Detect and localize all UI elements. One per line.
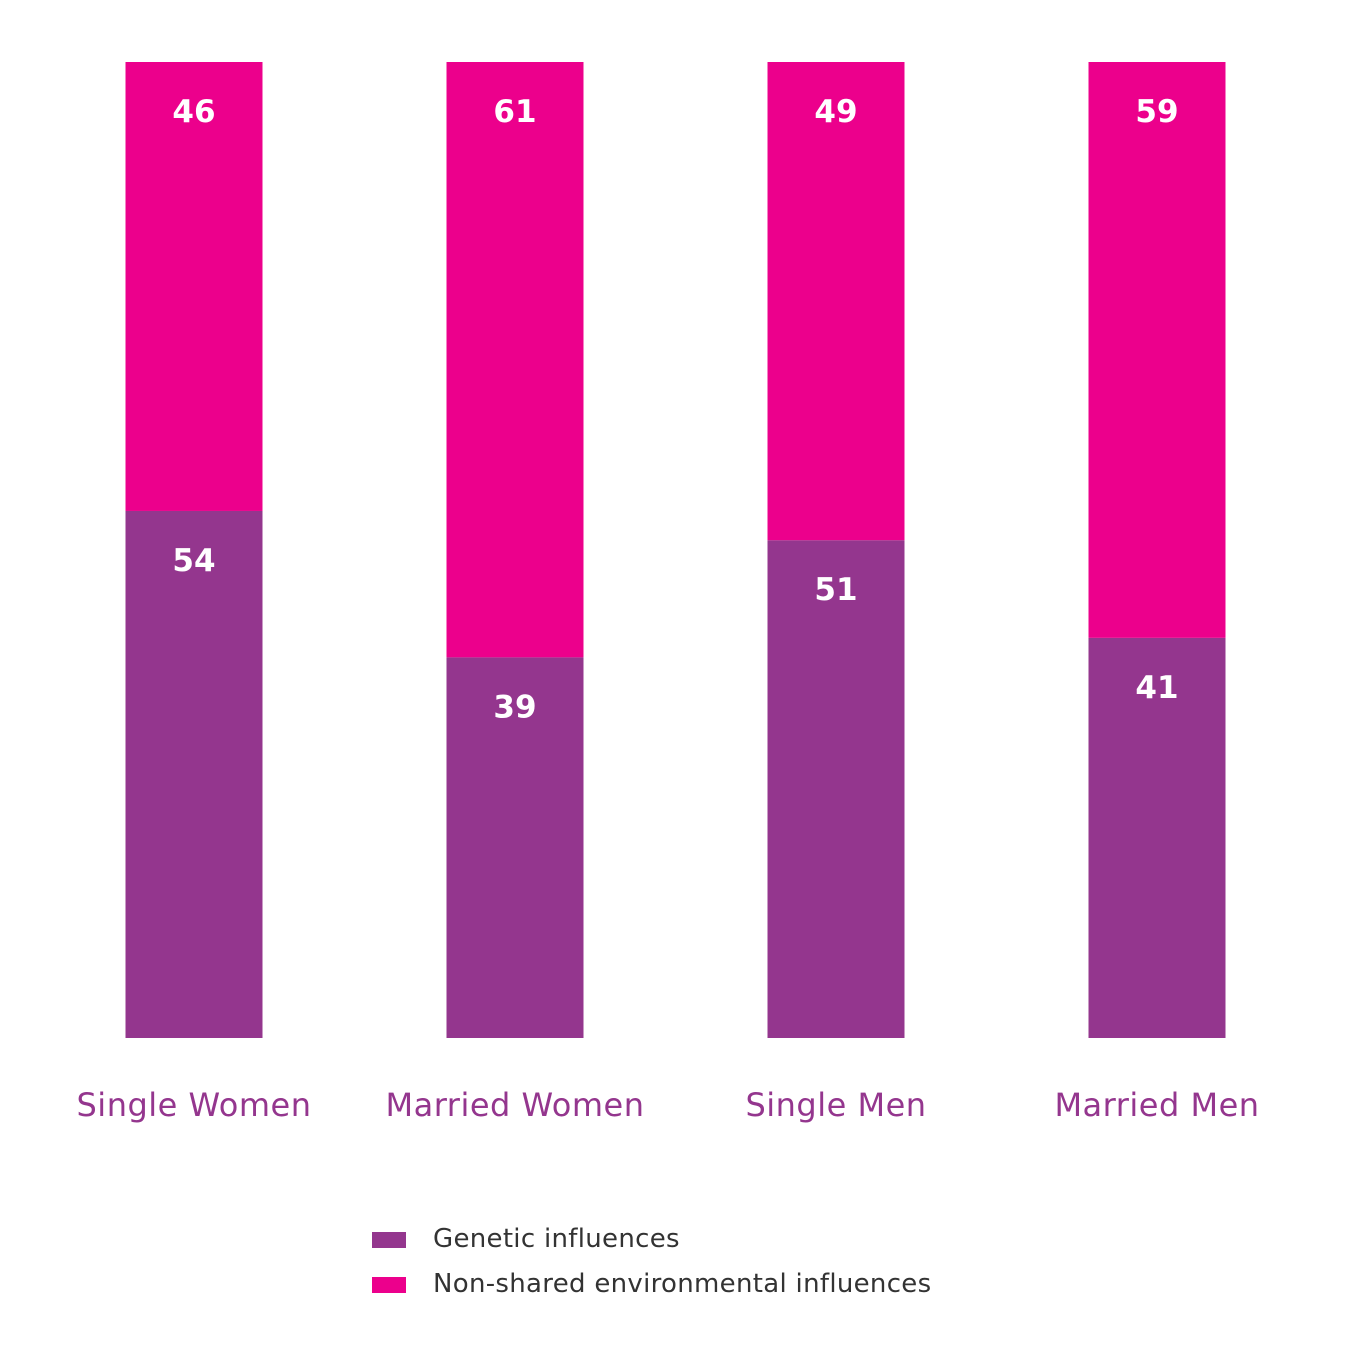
legend-swatch-genetic [372,1232,406,1248]
category-label-single-men: Single Men [745,1086,926,1124]
bar-married-women-environmental [446,62,584,658]
bar-single-women-environmental [125,62,263,511]
data-label-married-women-genetic: 39 [493,689,536,725]
legend-label-genetic: Genetic influences [433,1224,680,1254]
category-label-married-women: Married Women [385,1086,644,1124]
bars-group [125,62,1226,1039]
data-label-married-men-environmental: 59 [1135,94,1178,130]
data-label-single-women-environmental: 46 [172,94,215,130]
bar-married-men-genetic [1088,637,1226,1038]
bar-married-women-genetic [446,657,584,1038]
data-label-single-women-genetic: 54 [172,543,215,579]
data-label-married-women-environmental: 61 [493,94,536,130]
bar-married-men-environmental [1088,62,1226,638]
category-labels-group: Single Women Married Women Single Men Marri… [76,1086,1259,1124]
data-label-single-men-environmental: 49 [814,94,857,130]
stacked-bar-chart: 54 46 39 61 51 49 41 59 Single Women Married Wom… [76,62,1259,1124]
legend-label-non-shared-environmental: Non-shared environmental influences [433,1269,932,1299]
legend-swatch-non-shared-environmental [372,1277,406,1293]
data-labels-group: 54 46 39 61 51 49 41 59 [172,94,1178,725]
data-label-married-men-genetic: 41 [1135,670,1178,706]
bar-single-men-genetic [767,540,905,1038]
bar-single-men-environmental [767,62,905,541]
category-label-married-men: Married Men [1054,1086,1259,1124]
bar-single-women-genetic [125,510,263,1039]
data-label-single-men-genetic: 51 [814,572,857,608]
category-label-single-women: Single Women [76,1086,311,1124]
